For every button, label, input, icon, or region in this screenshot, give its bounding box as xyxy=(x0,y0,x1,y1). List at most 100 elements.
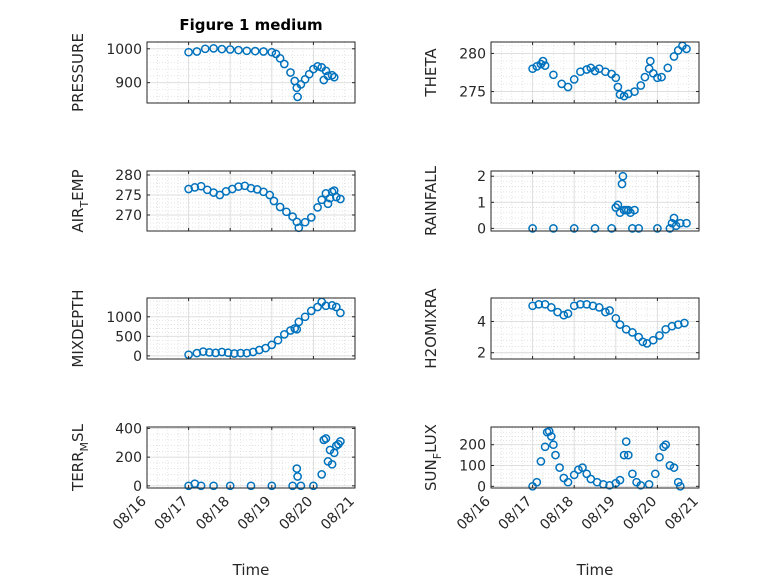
y-tick-label: 0 xyxy=(133,479,142,495)
x-tick-label: 08/18 xyxy=(193,494,233,534)
data-point xyxy=(546,432,556,441)
data-point xyxy=(321,66,331,76)
data-point xyxy=(286,68,295,77)
x-tick-label: 08/17 xyxy=(152,494,192,534)
data-point xyxy=(296,80,306,89)
data-point xyxy=(544,426,554,436)
data-point xyxy=(528,64,537,74)
data-point xyxy=(336,308,345,318)
y-tick-label: 275 xyxy=(115,188,142,204)
data-point xyxy=(209,481,218,491)
data-point xyxy=(323,71,333,81)
data-point xyxy=(559,310,569,320)
y-axis-label-6: H2OMIXRA xyxy=(422,288,440,369)
data-point xyxy=(300,217,310,227)
data-point xyxy=(621,437,631,446)
data-point xyxy=(313,203,322,212)
data-point xyxy=(292,464,302,473)
data-point xyxy=(217,44,227,54)
y-axis-label-3: AIRTEMP xyxy=(69,169,91,232)
data-point xyxy=(675,218,685,228)
x-tick-label: 08/21 xyxy=(318,494,358,534)
data-point xyxy=(321,434,331,443)
data-point xyxy=(682,44,691,54)
data-point xyxy=(296,481,306,491)
data-point xyxy=(309,481,318,491)
data-point xyxy=(196,181,206,191)
axes-box xyxy=(490,41,700,104)
data-point xyxy=(623,450,633,460)
data-point xyxy=(569,75,579,84)
subplot-8: 0 100 200 08/16 08/17 08/18 08/19 08/20 08/21 SUN… xyxy=(422,424,702,533)
y-tick-label: 1000 xyxy=(106,310,142,326)
data-point xyxy=(279,59,289,69)
axes-box xyxy=(490,170,700,232)
x-tick-label: 08/19 xyxy=(235,494,275,534)
data-point xyxy=(634,332,644,342)
data-point xyxy=(273,335,283,345)
data-point xyxy=(331,302,341,312)
data-point xyxy=(225,45,235,54)
data-point xyxy=(594,303,604,312)
y-axis-label-7: TERRMSL xyxy=(69,423,91,492)
data-point xyxy=(638,337,648,347)
data-point xyxy=(669,463,679,472)
data-point xyxy=(680,318,689,328)
data-point xyxy=(304,69,314,79)
y-tick-label: 280 xyxy=(459,46,486,62)
axes-box xyxy=(490,297,700,360)
data-point xyxy=(628,328,637,337)
x-tick-label: 08/18 xyxy=(537,494,577,534)
data-point xyxy=(653,73,662,83)
data-point xyxy=(551,450,560,460)
data-point xyxy=(317,470,327,479)
data-point xyxy=(288,481,297,491)
data-point xyxy=(540,61,550,70)
data-point xyxy=(653,224,662,233)
data-point xyxy=(640,72,650,82)
data-point xyxy=(225,481,235,491)
y-tick-label: 100 xyxy=(459,459,486,475)
data-point xyxy=(578,463,587,472)
data-point xyxy=(661,440,671,450)
data-point xyxy=(630,87,639,96)
data-point xyxy=(555,463,564,472)
subplot-2: 275 280 THETA xyxy=(422,41,700,104)
y-tick-label: 500 xyxy=(115,329,142,345)
data-point xyxy=(200,44,210,54)
data-point xyxy=(259,47,268,56)
data-point xyxy=(265,190,275,200)
data-point xyxy=(590,224,600,233)
data-point xyxy=(650,469,660,479)
subplot-4: 0 1 2 RAINFALL xyxy=(422,165,700,237)
data-point xyxy=(242,46,252,56)
data-point xyxy=(634,224,644,233)
data-point xyxy=(582,469,592,479)
x-tick-label: 08/16 xyxy=(454,493,494,533)
data-point xyxy=(329,72,339,82)
data-point xyxy=(615,320,625,329)
data-point xyxy=(645,56,655,66)
data-point xyxy=(331,192,341,202)
axes-box xyxy=(146,170,356,232)
data-point xyxy=(294,317,304,327)
data-point xyxy=(336,437,345,446)
y-axis-label-8: SUNFLUX xyxy=(422,424,444,491)
y-axis-label-5: MIXDEPTH xyxy=(69,289,87,367)
data-point xyxy=(648,335,658,345)
data-point xyxy=(300,312,310,322)
data-point xyxy=(275,53,285,63)
data-point xyxy=(288,212,297,221)
subplot-7: 0 200 400 08/16 08/17 08/18 08/19 08/20 08/21 TER… xyxy=(69,421,358,533)
x-tick-label: 08/20 xyxy=(276,494,316,534)
data-point xyxy=(549,440,558,450)
data-point xyxy=(590,66,600,76)
data-point xyxy=(275,202,285,212)
data-point xyxy=(267,340,277,350)
data-point xyxy=(234,182,243,191)
data-point xyxy=(317,195,327,205)
data-point xyxy=(611,73,621,83)
data-point xyxy=(246,481,256,491)
data-point xyxy=(211,348,220,358)
data-point xyxy=(549,224,558,233)
